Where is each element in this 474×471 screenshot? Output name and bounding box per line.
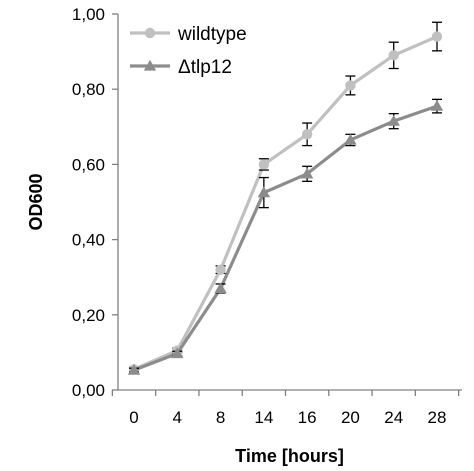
x-tick-label: 8 [216, 408, 225, 427]
data-point-tlp12 [257, 186, 271, 198]
y-tick-label: 1,00 [72, 5, 105, 24]
x-tick-label: 20 [341, 408, 360, 427]
series-line-tlp12 [133, 104, 438, 372]
legend-marker-wildtype [144, 27, 156, 39]
series-wildtype [128, 21, 443, 375]
x-tick-label: 0 [129, 408, 138, 427]
legend-label-tlp12: Δtlp12 [178, 57, 232, 78]
y-tick-label: 0,60 [72, 155, 105, 174]
legend-label-wildtype: wildtype [177, 24, 247, 45]
x-tick-label: 4 [173, 408, 182, 427]
data-point-tlp12 [127, 363, 141, 375]
y-tick-label: 0,40 [72, 231, 105, 250]
data-point-wildtype [215, 264, 226, 275]
series-line-wildtype [133, 35, 438, 371]
data-point-wildtype [345, 80, 356, 91]
data-point-tlp12 [300, 167, 314, 179]
legend-entry-wildtype: wildtype [130, 24, 247, 45]
x-axis-title: Time [hours] [235, 446, 344, 466]
y-axis-title: OD600 [26, 173, 46, 230]
legend-marker-tlp12 [143, 59, 157, 71]
legend-entry-tlp12: Δtlp12 [130, 57, 232, 78]
series-layer [127, 21, 444, 375]
y-tick-label: 0,80 [72, 80, 105, 99]
y-tick-label: 0,00 [72, 381, 105, 400]
data-point-tlp12 [214, 282, 227, 294]
x-tick-label: 14 [254, 408, 273, 427]
data-point-tlp12 [344, 133, 357, 145]
data-point-tlp12 [387, 114, 400, 126]
data-point-wildtype [301, 129, 313, 140]
data-point-wildtype [388, 50, 399, 61]
tick-labels: 0,00 0,20 0,40 0,60 0,80 1,00 0 4 8 14 16 20 24 28 [72, 5, 447, 427]
legend: wildtype Δtlp12 [130, 24, 247, 78]
x-tick-label: 24 [384, 408, 403, 427]
y-tick-label: 0,20 [72, 306, 105, 325]
data-point-wildtype [258, 159, 270, 170]
data-point-tlp12 [171, 347, 184, 359]
x-tick-label: 28 [428, 408, 447, 427]
data-point-wildtype [431, 31, 443, 42]
data-point-tlp12 [430, 99, 444, 111]
axes [111, 13, 462, 396]
x-tick-label: 16 [298, 408, 317, 427]
series-tlp12 [127, 98, 444, 375]
